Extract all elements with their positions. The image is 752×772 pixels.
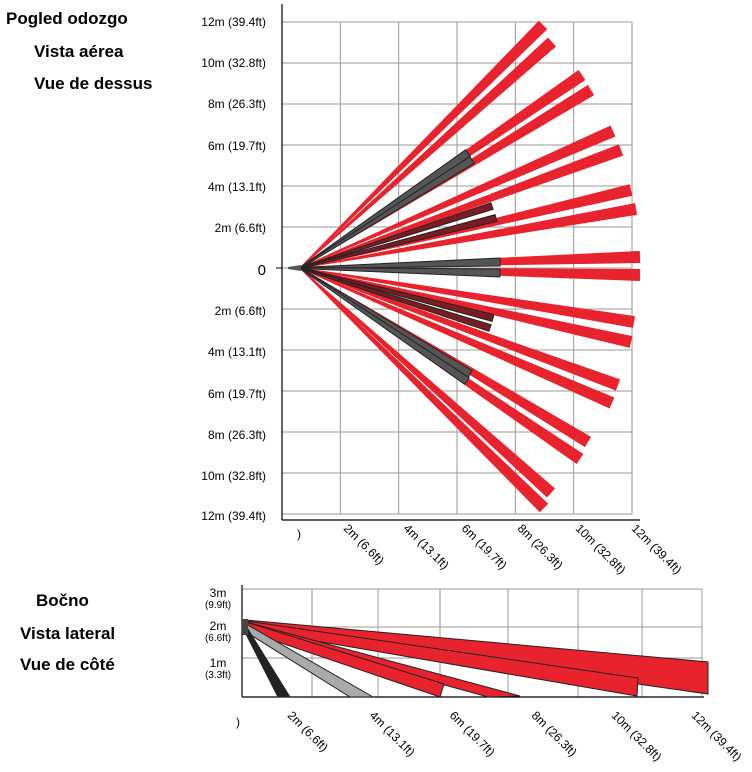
side-x-tick: ) xyxy=(236,715,240,729)
top-view-label-1: Pogled odozgo xyxy=(6,9,128,28)
side-y-tick-m: 2m xyxy=(209,619,227,633)
long-range-beam xyxy=(299,267,615,409)
side-y-tick: 2m (6.6ft) xyxy=(196,619,240,645)
detector-icon xyxy=(288,265,301,271)
side-view-label-3: Vue de côté xyxy=(20,655,115,674)
short-range-beam xyxy=(299,266,492,332)
top-y-tick: 2m (6.6ft) xyxy=(214,221,266,235)
long-range-beam xyxy=(299,125,616,269)
long-range-beam xyxy=(299,37,556,269)
top-y-tick: 8m (26.3ft) xyxy=(207,97,266,111)
long-range-beam xyxy=(299,267,635,328)
top-y-tick: 6m (19.7ft) xyxy=(207,139,266,153)
top-y-tick: 4m (13.1ft) xyxy=(207,345,266,359)
top-y-tick: 12m (39.4ft) xyxy=(201,15,266,29)
top-y-tick: 2m (6.6ft) xyxy=(214,304,266,318)
side-y-tick-m: 1m xyxy=(209,656,227,670)
top-y-tick: 10m (32.8ft) xyxy=(201,469,266,483)
top-y-tick: 12m (39.4ft) xyxy=(201,509,266,523)
top-y-tick: 8m (26.3ft) xyxy=(207,428,266,442)
side-view-label-2: Vista lateral xyxy=(20,624,116,643)
side-y-tick: 1m (3.3ft) xyxy=(196,656,240,682)
long-range-beam xyxy=(299,20,548,269)
long-range-beam xyxy=(299,144,624,269)
top-y-tick: 6m (19.7ft) xyxy=(207,387,266,401)
long-range-beam xyxy=(299,267,555,498)
short-range-beam xyxy=(299,202,494,270)
top-y-tick: 4m (13.1ft) xyxy=(207,180,266,194)
side-y-tick: 3m (9.9ft) xyxy=(196,586,240,612)
top-view-label-2: Vista aérea xyxy=(34,42,124,61)
long-range-beam xyxy=(299,203,637,269)
top-x-tick: ) xyxy=(297,527,301,541)
side-detector-icon xyxy=(242,619,248,635)
side-y-tick-ft: (9.9ft) xyxy=(204,600,232,612)
side-view-label-1: Bočno xyxy=(36,591,89,610)
side-y-tick-m: 3m xyxy=(209,586,227,600)
top-view-label-3: Vue de dessus xyxy=(34,74,153,93)
long-range-beam xyxy=(299,267,549,513)
top-y-tick-zero: 0 xyxy=(257,262,266,279)
side-y-tick-ft: (3.3ft) xyxy=(204,670,232,682)
side-y-tick-ft: (6.6ft) xyxy=(204,633,232,645)
top-y-tick: 10m (32.8ft) xyxy=(201,56,266,70)
long-range-beam xyxy=(299,267,621,391)
